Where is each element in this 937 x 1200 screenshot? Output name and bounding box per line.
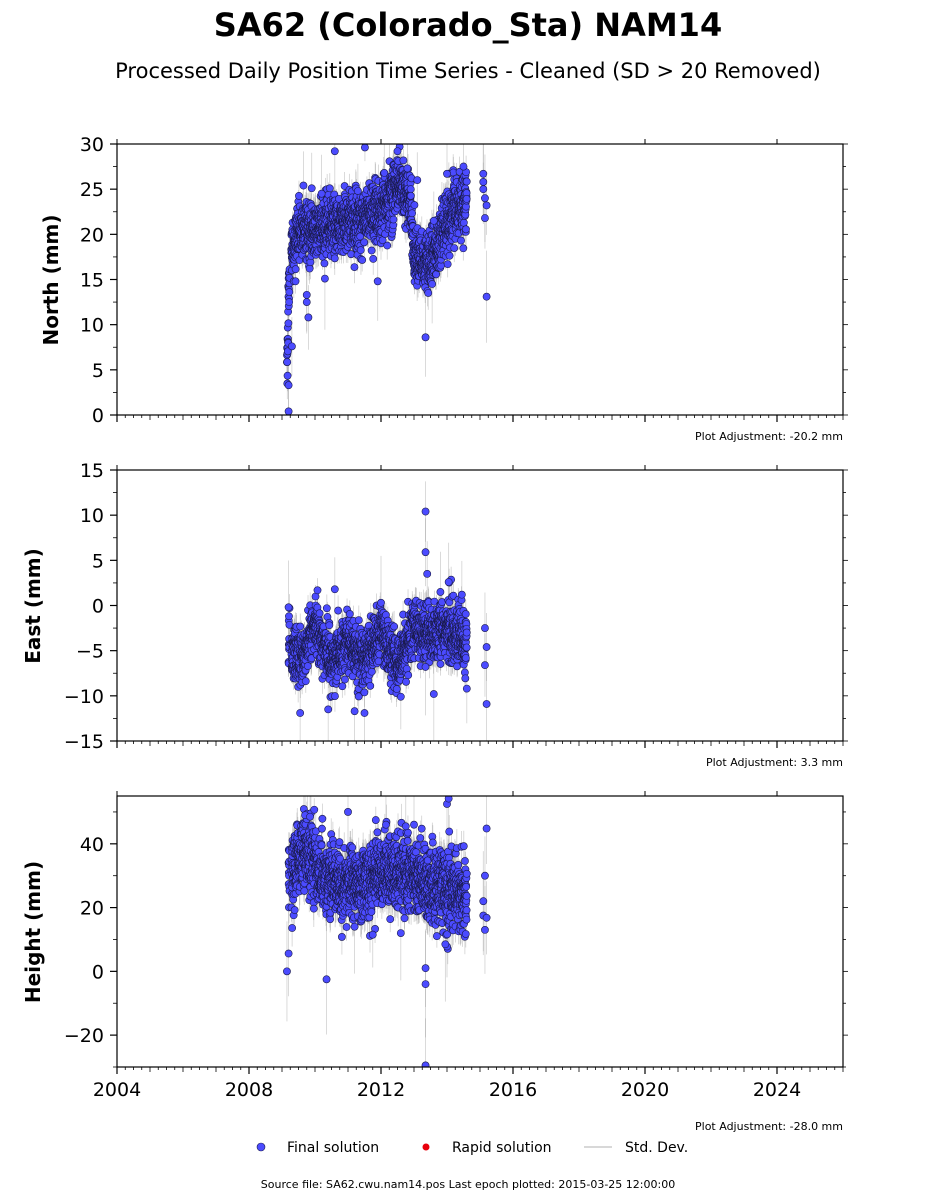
north-data-point [358,256,367,264]
north-plot-area [283,144,491,415]
north-data-point [406,191,415,200]
north-data-point [424,289,433,297]
chart-title: SA62 (Colorado_Sta) NAM14 [214,6,722,44]
north-error-bars [286,144,488,415]
north-data-point [462,177,471,186]
north-data-point [320,274,329,283]
north-data-point [443,169,451,178]
north-panel: 0 5 10 15 20 25 30 [80,134,848,427]
north-data-point [283,371,292,380]
north-y-tick-label: 5 [92,360,104,382]
north-data-point [479,178,488,186]
north-data-point [428,280,437,288]
north-y-tick-label: 20 [80,224,104,246]
north-data-point [325,184,334,193]
north-data-point [287,342,296,351]
north-data-point [373,277,382,286]
north-data-point [479,185,488,194]
north-data-point [479,169,488,178]
north-data-point [462,195,471,203]
north-data-point [459,162,468,171]
north-data-point [317,189,326,198]
north-data-point [320,259,329,268]
north-data-point [307,184,316,193]
north-y-axis: 0 5 10 15 20 25 30 [80,134,848,427]
north-data-point [443,260,452,269]
north-data-point [393,147,402,156]
north-data-point [304,313,313,322]
north-data-point [350,263,359,272]
east-plot-area [284,481,491,741]
north-data-point [360,238,369,247]
north-data-point [285,298,294,306]
north-data-point [367,246,376,255]
north-data-point [457,236,465,245]
north-points [283,144,491,415]
north-y-tick-label: 10 [80,315,104,337]
north-data-point [291,277,300,286]
north-data-point [459,218,468,227]
north-data-point [299,181,308,190]
north-data-point [380,169,389,177]
north-data-point [330,147,339,156]
north-data-point [284,319,293,328]
north-data-point [482,201,491,210]
north-y-tick-label: 0 [92,405,104,427]
north-data-point [295,191,303,200]
north-data-point [353,187,362,195]
north-data-point [399,156,408,165]
north-data-point [356,246,365,255]
north-data-point [284,381,293,390]
north-y-tick-label: 25 [80,179,104,201]
north-data-point [481,194,489,203]
north-data-point [450,244,459,252]
north-data-point [482,292,491,301]
north-data-point [291,265,300,274]
north-data-point [369,254,378,263]
north-data-point [302,298,311,306]
north-data-point [421,333,430,342]
north-data-point [429,216,438,225]
north-data-point [285,288,294,296]
north-data-point [413,176,422,185]
north-data-point [408,209,416,218]
north-data-point [406,185,415,194]
north-data-point [481,214,489,222]
north-data-point [462,225,470,234]
north-y-tick-label: 15 [80,270,104,292]
north-x-axis [116,139,844,422]
north-data-point [410,201,419,209]
north-data-point [302,290,311,299]
north-data-point [403,164,412,173]
north-data-point [383,241,392,250]
north-data-point [459,244,468,253]
north-data-point [284,407,293,415]
north-data-point [283,358,292,366]
chart-subtitle: Processed Daily Position Time Series - C… [115,59,821,83]
north-data-point [445,251,454,260]
north-axes-frame [116,143,844,416]
north-data-point [330,254,339,263]
north-data-point [389,215,398,224]
north-data-point [305,264,314,273]
north-data-point [361,144,369,152]
north-y-tick-label: 30 [80,134,104,156]
